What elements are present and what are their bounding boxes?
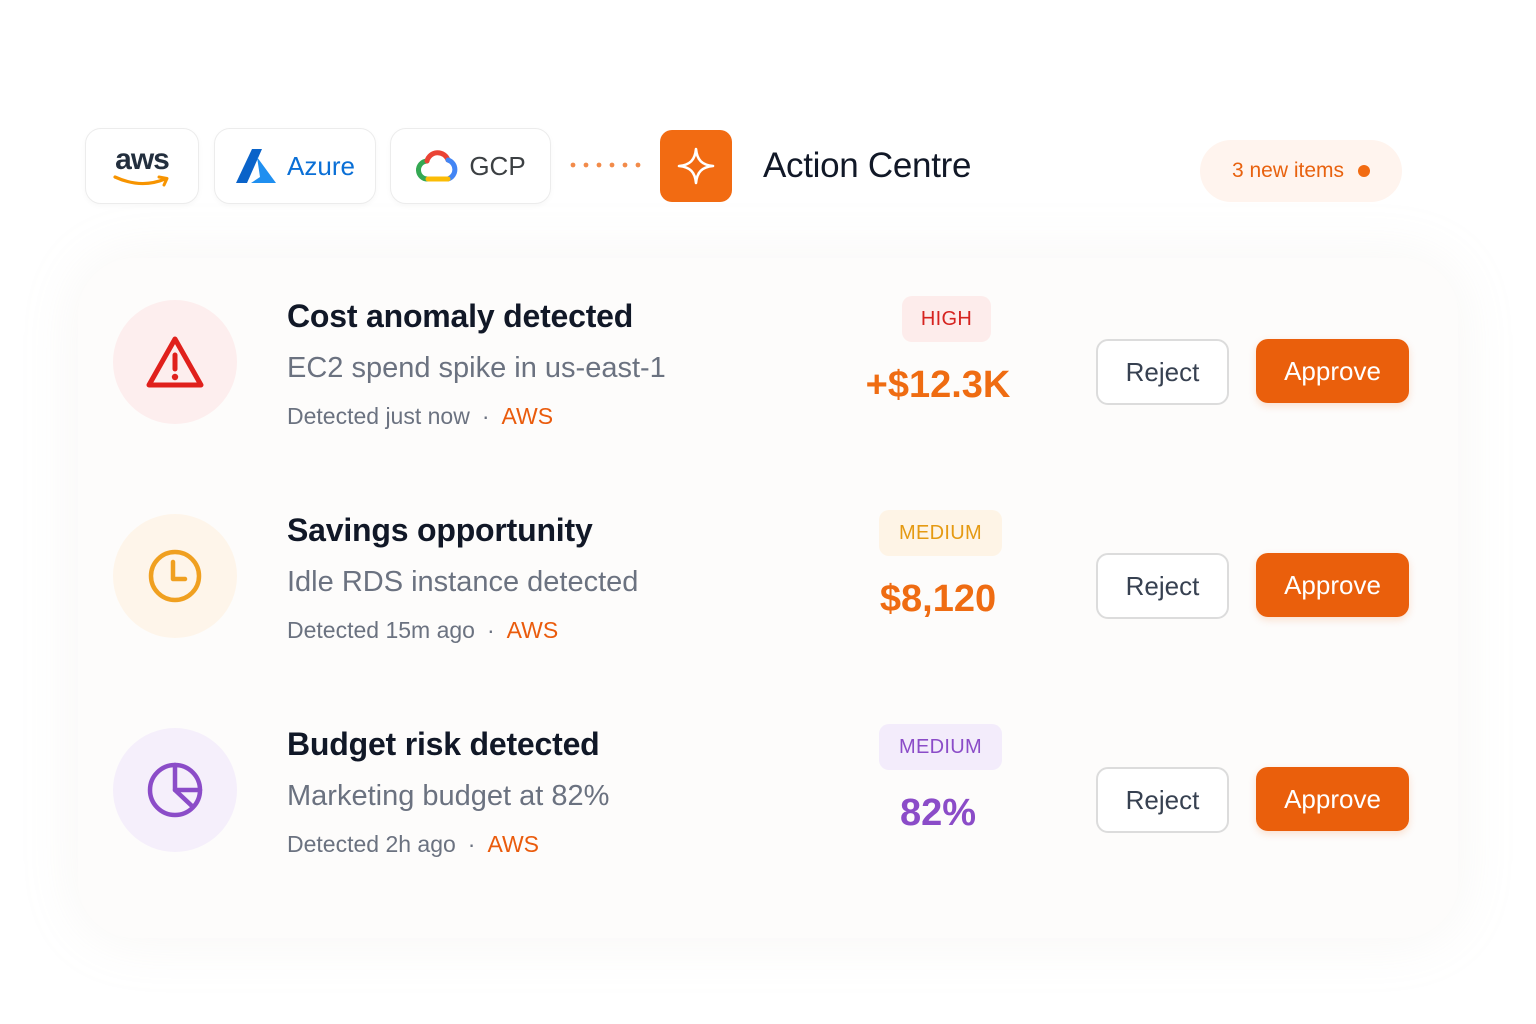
action-title: Budget risk detected [287,726,600,762]
action-title: Cost anomaly detected [287,298,634,334]
approve-button[interactable]: Approve [1256,339,1409,403]
action-icon-wrap [113,300,237,424]
provider-gcp[interactable]: GCP [390,128,551,204]
reject-button[interactable]: Reject [1096,339,1229,405]
approve-button[interactable]: Approve [1256,553,1409,617]
action-row: Savings opportunity Idle RDS instance de… [0,496,1536,676]
aws-logo: aws [111,142,173,188]
action-icon-wrap [113,728,237,852]
impact-amount: $8,120 [879,578,997,620]
pie-chart-icon [147,762,203,818]
meta-separator: · [467,831,476,857]
provider-azure[interactable]: Azure [214,128,376,204]
detected-time: Detected just now [287,403,470,429]
severity-badge: HIGH [902,296,991,342]
google-cloud-icon [416,150,458,182]
provider-aws[interactable]: aws [85,128,199,204]
detected-time: Detected 15m ago [287,617,475,643]
action-meta: Detected 2h ago · AWS [287,831,539,858]
connector-dots [570,162,641,168]
meta-separator: · [486,617,495,643]
action-centre-logo [660,130,732,202]
header: aws Azure GCP [0,0,1536,240]
detected-time: Detected 2h ago [287,831,456,857]
impact-amount: +$12.3K [865,364,1011,406]
new-items-dot-icon [1358,165,1371,177]
new-items-label: 3 new items [1231,159,1345,182]
aws-logo-text: aws [115,142,170,176]
action-description: Marketing budget at 82% [287,780,610,812]
source-label: AWS [506,617,559,643]
severity-badge: MEDIUM [879,724,1002,770]
source-label: AWS [501,403,554,429]
action-description: Idle RDS instance detected [287,566,639,598]
action-row: Cost anomaly detected EC2 spend spike in… [0,282,1536,462]
page-title: Action Centre [763,146,972,185]
impact-amount: 82% [899,792,977,834]
reject-button[interactable]: Reject [1096,553,1229,619]
source-label: AWS [487,831,540,857]
sparkle-icon [677,147,715,185]
action-icon-wrap [113,514,237,638]
provider-label-gcp: GCP [469,150,526,181]
aws-smile-icon [113,174,169,186]
clock-icon [148,549,202,603]
action-title: Savings opportunity [287,512,593,548]
warning-triangle-icon [146,336,204,388]
severity-badge: MEDIUM [879,510,1002,556]
provider-label-azure: Azure [287,150,355,181]
reject-button[interactable]: Reject [1096,767,1229,833]
action-meta: Detected just now · AWS [287,403,553,430]
approve-button[interactable]: Approve [1256,767,1409,831]
meta-separator: · [481,403,490,429]
action-meta: Detected 15m ago · AWS [287,617,558,644]
azure-logo-icon [236,149,277,183]
action-row: Budget risk detected Marketing budget at… [0,710,1536,890]
new-items-badge[interactable]: 3 new items [1200,140,1402,202]
action-description: EC2 spend spike in us-east-1 [287,352,666,384]
